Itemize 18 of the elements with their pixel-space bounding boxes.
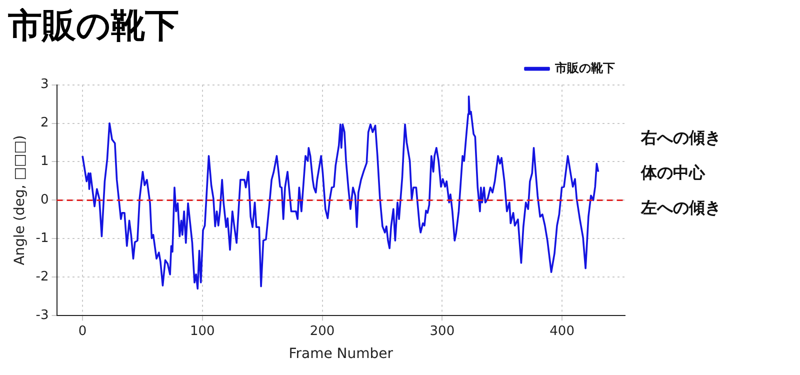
y-tick-label: 1 — [40, 154, 49, 170]
text: 左への傾き — [641, 198, 721, 219]
x-tick-label: 400 — [550, 324, 574, 339]
x-tick-label: 0 — [78, 324, 87, 339]
y-tick-label: -3 — [36, 308, 49, 323]
x-axis-title: Frame Number — [288, 346, 394, 362]
y-tick-label: -1 — [36, 231, 49, 246]
y-tick-label: 0 — [40, 192, 49, 208]
y-axis-title: Angle (deg, □□□) — [12, 135, 28, 266]
x-tick-label: 300 — [430, 324, 455, 339]
x-tick-label: 200 — [310, 324, 335, 339]
legend-label: 市販の靴下 — [554, 60, 615, 75]
text: 右への傾き — [641, 128, 721, 149]
text: 体の中心 — [641, 163, 706, 184]
y-tick-label: -2 — [36, 270, 49, 285]
y-tick-label: 3 — [40, 77, 49, 92]
y-tick-label: 2 — [40, 116, 49, 131]
x-tick-label: 100 — [190, 324, 215, 339]
